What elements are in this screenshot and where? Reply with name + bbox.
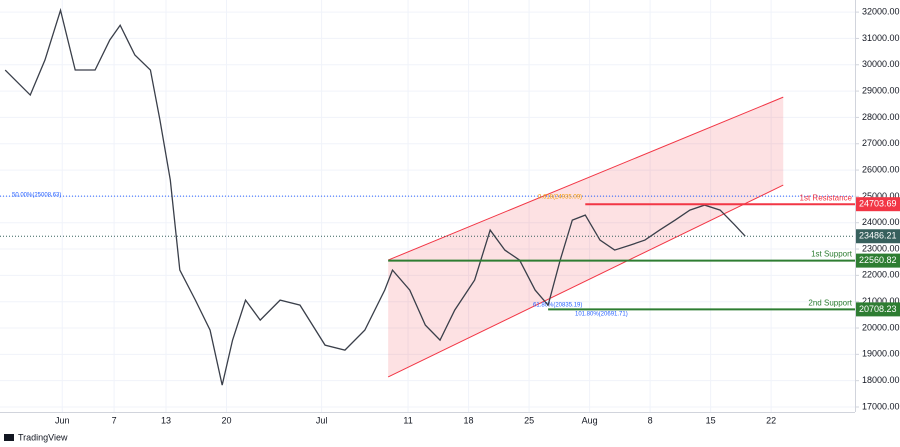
current-price-box — [856, 229, 900, 244]
fib-note: 101.80%(20691.71) — [575, 311, 628, 317]
y-tick-label: 29000.00 — [862, 85, 900, 95]
y-tick-label: 24000.00 — [862, 217, 900, 227]
level-name: 1st Support — [811, 250, 853, 259]
x-tick-label: 11 — [403, 415, 412, 425]
fib-note: 61.80%(20835.19) — [533, 303, 582, 309]
x-tick-label: 20 — [221, 415, 231, 425]
y-tick-label: 21000.00 — [862, 296, 900, 306]
x-tick-label: 15 — [706, 415, 716, 425]
y-tick-label: 19000.00 — [862, 349, 900, 359]
y-tick-label: 27000.00 — [862, 138, 900, 148]
level-box — [856, 253, 900, 268]
y-tick-label: 22000.00 — [862, 270, 900, 280]
y-tick-label: 26000.00 — [862, 164, 900, 174]
x-tick-label: 13 — [161, 415, 171, 425]
y-tick-label: 30000.00 — [862, 59, 900, 69]
level-value: 22560.82 — [859, 255, 897, 265]
fib-label: 50.00%(25008.63) — [12, 193, 61, 199]
level-name: 1st Resistance — [800, 193, 853, 202]
level-value: 20708.23 — [859, 304, 897, 314]
y-tick-label: 32000.00 — [862, 6, 900, 16]
current-price-label: 23486.21 — [859, 231, 897, 241]
x-tick-label: Aug — [582, 415, 598, 425]
watermark: TradingView — [18, 432, 68, 442]
x-tick-label: 18 — [464, 415, 474, 425]
y-tick-label: 28000.00 — [862, 112, 900, 122]
y-tick-label: 20000.00 — [862, 322, 900, 332]
y-tick-label: 18000.00 — [862, 375, 900, 385]
fib-note: 0.618(24935.09) — [538, 195, 582, 201]
y-tick-label: 25000.00 — [862, 191, 900, 201]
level-box — [856, 197, 900, 212]
y-tick-label: 17000.00 — [862, 401, 900, 411]
price-line — [4, 7, 746, 386]
x-tick-label: Jul — [316, 415, 328, 425]
channel-line — [387, 96, 784, 261]
y-tick-label: 23000.00 — [862, 243, 900, 253]
level-name: 2nd Support — [808, 298, 852, 307]
x-tick-label: 25 — [524, 415, 534, 425]
x-tick-label: 22 — [766, 415, 776, 425]
x-tick-label: 7 — [112, 415, 117, 425]
level-value: 24703.69 — [859, 199, 897, 209]
logo — [4, 434, 14, 441]
channel-fill — [388, 97, 784, 377]
x-tick-label: 8 — [648, 415, 653, 425]
channel-line — [387, 184, 784, 378]
x-tick-label: Jun — [55, 415, 70, 425]
y-tick-label: 31000.00 — [862, 33, 900, 43]
level-box — [856, 302, 900, 317]
